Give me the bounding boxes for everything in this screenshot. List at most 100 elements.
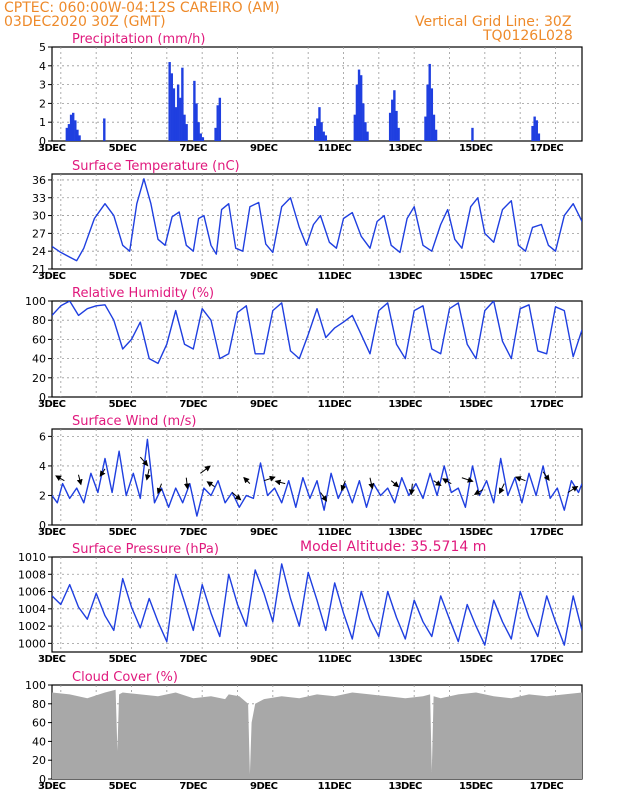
y-tick-label: 0 — [39, 519, 46, 532]
panel-title: Precipitation (mm/h) — [72, 32, 205, 47]
y-tick-label: 0 — [39, 391, 46, 404]
y-tick-label: 1006 — [18, 586, 46, 599]
precip-bar — [179, 97, 182, 141]
precip-bar — [199, 133, 202, 141]
precip-bar — [359, 75, 363, 141]
x-tick-label: 5DEC — [109, 781, 137, 792]
precip-bar — [533, 116, 536, 141]
x-tick-label: 7DEC — [179, 654, 207, 665]
precip-bar — [535, 120, 538, 141]
precip-bar — [314, 125, 317, 141]
x-tick-label: 15DEC — [459, 143, 493, 154]
x-tick-label: 5DEC — [109, 527, 137, 538]
precip-bar — [201, 137, 205, 141]
x-tick-label: 11DEC — [318, 271, 352, 282]
y-tick-label: 20 — [32, 372, 46, 385]
y-tick-label: 2 — [39, 489, 46, 502]
y-tick-label: 40 — [32, 353, 46, 366]
precip-bar — [434, 129, 438, 141]
y-tick-label: 1002 — [18, 620, 46, 633]
x-tick-label: 11DEC — [318, 527, 352, 538]
precip-bar — [174, 107, 178, 141]
y-tick-label: 1 — [39, 116, 46, 129]
x-tick-label: 17DEC — [530, 271, 564, 282]
series-line — [52, 563, 582, 646]
x-tick-label: 3DEC — [38, 399, 66, 410]
wind-arrow — [200, 465, 211, 474]
y-tick-label: 6 — [39, 430, 46, 443]
precip-bar — [362, 103, 365, 141]
x-tick-label: 5DEC — [109, 143, 137, 154]
y-tick-label: 3 — [39, 79, 46, 92]
wind-arrow — [320, 492, 328, 502]
model-code: TQ0126L028 — [483, 28, 573, 44]
x-tick-label: 17DEC — [530, 781, 564, 792]
precip-bar — [172, 88, 176, 141]
precip-bar — [181, 67, 184, 141]
y-tick-label: 27 — [32, 227, 46, 240]
precip-bar — [316, 118, 319, 141]
x-tick-label: 7DEC — [179, 271, 207, 282]
wind-arrow — [144, 468, 151, 481]
series-line — [52, 178, 582, 262]
panel-title: Surface Temperature (nC) — [72, 159, 240, 174]
location-header: CPTEC: 060:00W-04:12S CAREIRO (AM) — [4, 0, 280, 16]
x-tick-label: 13DEC — [388, 781, 422, 792]
x-tick-label: 11DEC — [318, 143, 352, 154]
x-tick-label: 3DEC — [38, 527, 66, 538]
x-tick-label: 3DEC — [38, 654, 66, 665]
precip-bar — [65, 127, 69, 141]
wind-arrow — [514, 476, 526, 482]
panel-title: Surface Pressure (hPa) — [72, 542, 219, 557]
x-tick-label: 13DEC — [388, 654, 422, 665]
precip-bar — [388, 112, 392, 141]
y-tick-label: 100 — [25, 679, 46, 692]
x-tick-label: 17DEC — [530, 143, 564, 154]
x-tick-label: 11DEC — [318, 654, 352, 665]
precip-bar — [366, 131, 369, 141]
precip-bar — [170, 73, 173, 141]
precip-bar — [355, 84, 359, 141]
wind-arrow — [368, 477, 375, 490]
precip-bar — [197, 122, 200, 141]
y-tick-label: 21 — [32, 263, 46, 276]
precip-bar — [537, 133, 541, 141]
x-tick-label: 15DEC — [459, 527, 493, 538]
precip-bar — [324, 135, 328, 141]
x-tick-label: 5DEC — [109, 654, 137, 665]
x-tick-label: 9DEC — [250, 781, 278, 792]
wind-arrow — [473, 489, 484, 495]
y-tick-label: 1004 — [18, 603, 46, 616]
y-tick-label: 4 — [39, 460, 46, 473]
wind-arrow — [231, 492, 242, 501]
x-tick-label: 3DEC — [38, 781, 66, 792]
y-tick-label: 100 — [25, 295, 46, 308]
y-tick-label: 4 — [39, 60, 46, 73]
precip-bar — [218, 97, 222, 141]
y-tick-label: 80 — [32, 314, 46, 327]
wind-arrow — [442, 478, 452, 485]
precip-bar — [322, 131, 325, 141]
wind-arrow — [274, 479, 286, 486]
precip-bar — [432, 114, 436, 141]
x-tick-label: 17DEC — [530, 399, 564, 410]
x-tick-label: 11DEC — [318, 781, 352, 792]
y-tick-label: 1008 — [18, 568, 46, 581]
x-tick-label: 3DEC — [38, 271, 66, 282]
x-tick-label: 7DEC — [179, 143, 207, 154]
precip-bar — [353, 114, 357, 141]
wind-arrow — [542, 471, 550, 482]
precip-bar — [393, 90, 396, 141]
panel-frame — [51, 300, 583, 398]
precip-bar — [216, 105, 219, 141]
x-tick-label: 15DEC — [459, 271, 493, 282]
panel-frame — [51, 556, 583, 653]
date-header: 03DEC2020 30Z (GMT) — [4, 14, 166, 30]
grid-note: Vertical Grid Line: 30Z — [415, 14, 572, 30]
x-tick-label: 9DEC — [250, 399, 278, 410]
panel-title: Cloud Cover (%) — [72, 670, 178, 685]
precip-bar — [426, 84, 429, 141]
precip-bar — [397, 127, 400, 141]
y-tick-label: 2 — [39, 97, 46, 110]
precip-bar — [74, 120, 77, 141]
